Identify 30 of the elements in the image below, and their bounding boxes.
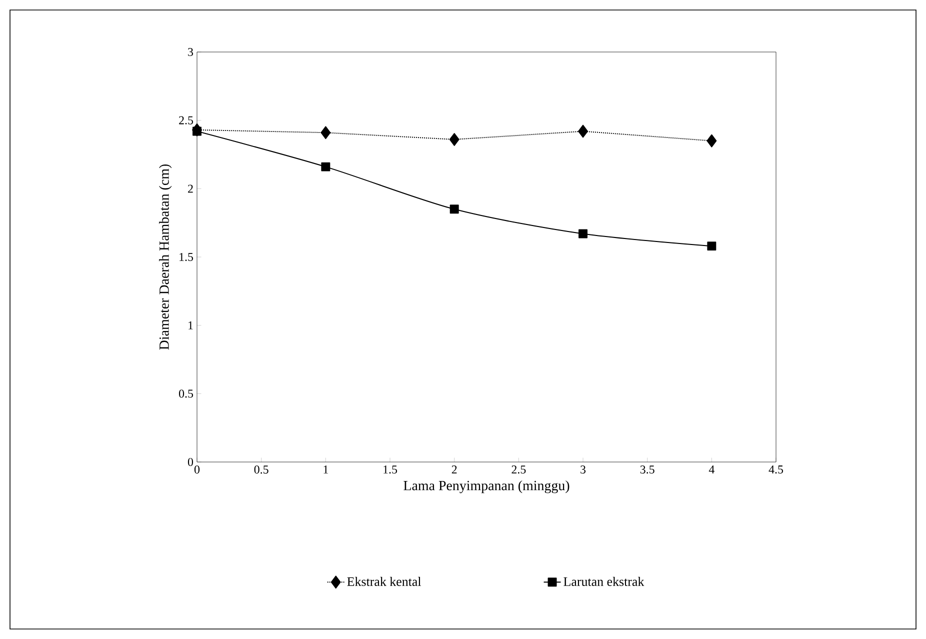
x-axis-title: Lama Penyimpanan (minggu) [404,480,570,494]
x-tick-label: 4.5 [768,466,784,474]
y-tick-label: 1.5 [180,252,194,262]
y-tick-label: 1 [188,321,193,330]
y-tick-label: 0 [188,458,194,466]
x-tick-label: 3 [580,466,586,474]
x-tick-label: 4 [708,466,714,474]
x-tick-label: 2.5 [512,466,526,474]
point [320,126,331,140]
x-tick-label: 0 [194,466,200,474]
x-tick-label: 1 [324,466,328,474]
point [707,242,716,251]
y-axis-title: Diameter Daerah Hambatan (cm) [159,164,172,350]
x-tick-label: 2 [452,466,457,474]
point [449,132,460,146]
point [321,162,330,172]
y-tick-label: 2.5 [179,116,194,124]
y-tick-label: 3 [188,48,194,56]
x-tick-label: 3.5 [640,466,654,474]
x-tick-label: 0.5 [254,466,268,474]
point [578,229,588,238]
legend-label: Larutan ekstrak [564,576,644,586]
point [192,126,202,136]
x-tick-label: 1.5 [384,466,398,474]
point [450,204,459,214]
y-tick-label: 0.5 [178,390,194,398]
point [706,134,717,148]
y-tick-label: 2 [188,184,193,193]
legend-label: Ekstrak kental [347,576,422,586]
point [578,124,588,138]
